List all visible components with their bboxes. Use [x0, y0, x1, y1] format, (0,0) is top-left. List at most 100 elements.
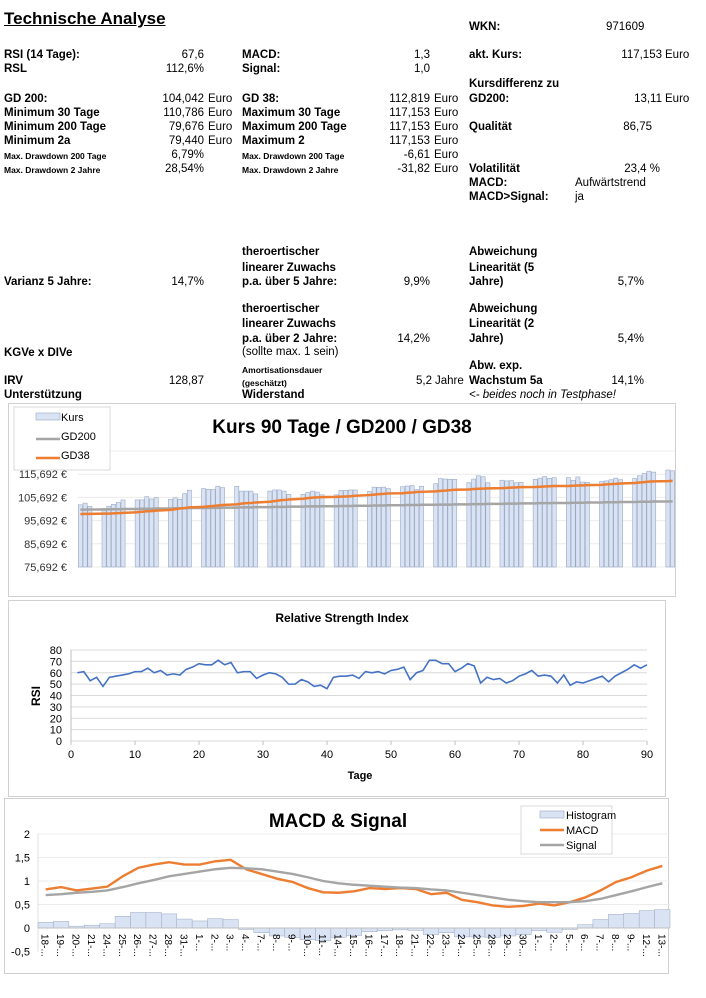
y-tick-label: 75,692 € — [24, 562, 67, 574]
min200-unit: Euro — [208, 121, 233, 133]
kurs-bar — [168, 499, 173, 568]
kurs-bar — [253, 493, 259, 568]
x-tick-label: 25-... — [470, 934, 481, 957]
x-axis-label: Tage — [348, 770, 373, 782]
min2a-unit: Euro — [208, 135, 233, 147]
kurs-bar — [319, 494, 325, 568]
signal-label: Signal: — [242, 63, 281, 75]
histogram-bar — [654, 909, 671, 929]
kurs-bar — [499, 479, 505, 568]
macd-line — [45, 858, 663, 909]
kurs-bar — [149, 498, 154, 568]
kurs-bar — [433, 483, 439, 568]
max200-unit: Euro — [434, 121, 459, 133]
kurs-bar — [547, 478, 552, 568]
histogram-bar — [37, 922, 54, 929]
wkn-value: 971609 — [606, 21, 645, 33]
x-tick-label: 13-... — [655, 934, 666, 957]
y-tick-label: 2 — [24, 829, 30, 841]
widerstand-label: Widerstand — [242, 389, 305, 401]
kurs-bar — [276, 489, 282, 568]
kurs-bar — [651, 471, 657, 568]
x-tick-label: 1-... — [532, 934, 543, 951]
dd200-value: 6,79% — [171, 149, 204, 161]
min200-label: Minimum 200 Tage — [4, 121, 107, 133]
kurs-bar — [376, 487, 382, 568]
volatilitaet-label: Volatilität — [469, 163, 520, 175]
amort-value: 5,2 — [416, 375, 432, 387]
x-tick-label: 26-... — [131, 934, 142, 957]
zuwachs2-line2: linearer Zuwachs — [242, 318, 336, 330]
macdsig-label: MACD>Signal: — [469, 191, 549, 203]
y-tick-label: 10 — [50, 725, 62, 737]
irv-label: IRV — [4, 375, 23, 387]
y-tick-label: 70 — [50, 656, 62, 668]
max2-unit: Euro — [434, 135, 459, 147]
dd200-unit-2: Euro — [434, 149, 459, 161]
abw5-line1: Abweichung — [469, 246, 538, 258]
dd2-unit-2: Euro — [434, 163, 459, 175]
x-tick-label: 70 — [513, 749, 525, 761]
x-tick-label: 24-... — [100, 934, 111, 957]
x-tick-label: 2-... — [208, 934, 219, 951]
kurs-bar — [338, 490, 344, 568]
x-tick-label: 30-... — [517, 934, 528, 957]
y-tick-label: 80 — [50, 645, 62, 657]
kurs-bar — [575, 476, 581, 568]
kurs-bar — [82, 502, 88, 568]
kurs-bar — [267, 490, 273, 568]
kurs-bar — [414, 489, 420, 568]
kurs-bar — [348, 489, 353, 568]
kurs-bar — [314, 491, 320, 568]
qualitaet-value: 86,75 — [623, 121, 652, 133]
x-tick-label: 21-... — [409, 934, 420, 957]
kurs-bar — [475, 475, 481, 568]
zuwachs2-value: 14,2% — [397, 333, 430, 345]
x-tick-label: 30 — [257, 749, 269, 761]
kurs-bar — [144, 496, 150, 568]
x-tick-label: 1-... — [193, 934, 204, 951]
kurs-bar — [310, 490, 315, 568]
y-axis-label: RSI — [29, 686, 43, 706]
max2-label: Maximum 2 — [242, 135, 305, 147]
histogram-bar — [130, 912, 147, 929]
kurs-bar — [153, 497, 159, 568]
macd-trend-value: Aufwärtstrend — [575, 177, 646, 189]
kursdiff-line1: Kursdifferenz zu — [469, 78, 560, 90]
y-tick-label: 30 — [50, 702, 62, 714]
x-tick-label: 31-... — [177, 934, 188, 957]
macd-trend-label: MACD: — [469, 177, 508, 189]
y-tick-label: 60 — [50, 668, 62, 680]
x-tick-label: 50 — [385, 749, 397, 761]
legend-label: GD200 — [61, 431, 96, 443]
kurs-bar — [542, 476, 548, 568]
abw2-line1: Abweichung — [469, 303, 538, 315]
legend-label: Kurs — [61, 412, 84, 424]
kurs-bar — [608, 479, 614, 568]
kurs-bar — [182, 493, 187, 568]
dd2-label: Max. Drawdown 2 Jahre — [4, 165, 101, 175]
kurs-bar — [665, 469, 671, 568]
x-tick-label: 18-... — [393, 934, 404, 957]
kurs-bar — [570, 480, 576, 568]
x-tick-label: 9-... — [624, 934, 635, 951]
histogram-bar — [207, 918, 224, 929]
kurs-bar — [532, 478, 538, 568]
kurs-bar — [613, 477, 619, 568]
macd-value: 1,3 — [414, 49, 430, 61]
histogram-bar — [253, 927, 270, 933]
kurs-bar — [239, 490, 244, 568]
y-tick-label: 85,692 € — [24, 539, 67, 551]
x-tick-label: 90 — [641, 749, 653, 761]
abwexp-line1: Abw. exp. — [469, 360, 523, 372]
histogram-bar — [608, 914, 625, 929]
kurs-bar — [599, 481, 604, 568]
histogram-bar — [638, 910, 655, 929]
x-tick-label: 5-... — [563, 934, 574, 951]
x-tick-label: 27-... — [147, 934, 158, 957]
min200-value: 79,676 — [168, 121, 204, 133]
dd2-value-2: -31,82 — [397, 163, 430, 175]
x-tick-label: 24-... — [455, 934, 466, 957]
histogram-bar — [592, 919, 609, 929]
